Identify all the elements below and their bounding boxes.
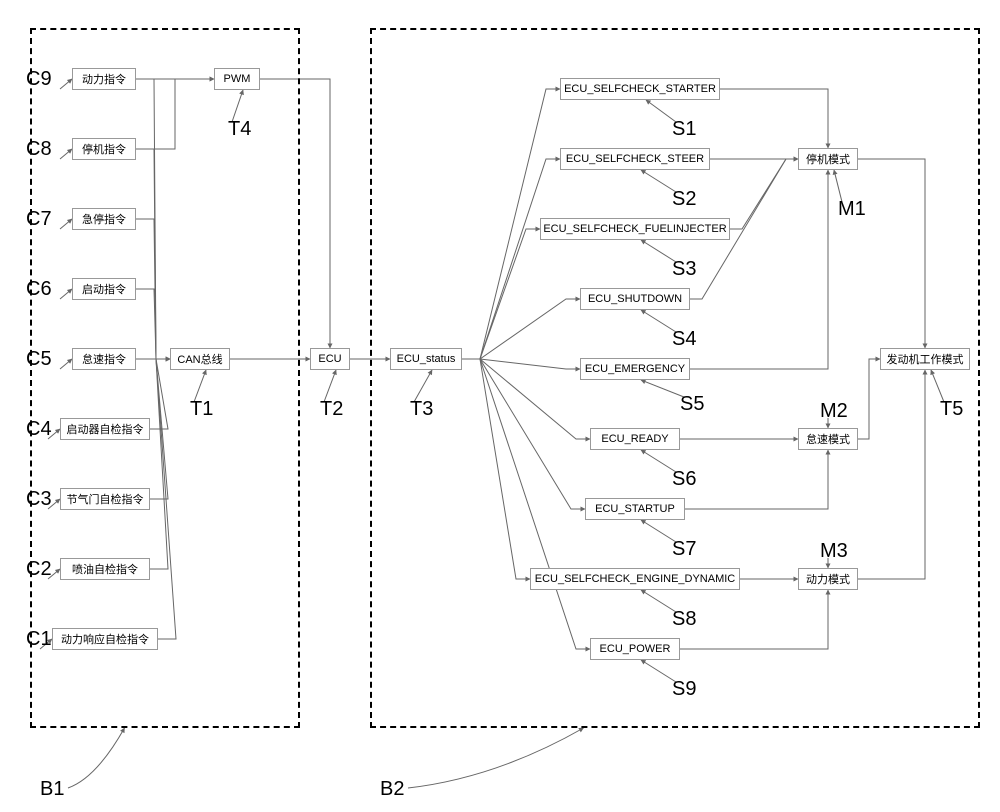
label-S5: S5: [680, 393, 704, 416]
label-C4: C4: [26, 418, 52, 441]
label-C1: C1: [26, 628, 52, 651]
label-S1: S1: [672, 118, 696, 141]
node-s7: ECU_STARTUP: [585, 498, 685, 520]
node-s6: ECU_READY: [590, 428, 680, 450]
node-m2: 怠速模式: [798, 428, 858, 450]
label-S7: S7: [672, 538, 696, 561]
node-c2: 喷油自检指令: [60, 558, 150, 580]
label-T5: T5: [940, 398, 963, 421]
node-s8: ECU_SELFCHECK_ENGINE_DYNAMIC: [530, 568, 740, 590]
label-C3: C3: [26, 488, 52, 511]
label-S9: S9: [672, 678, 696, 701]
node-pwm: PWM: [214, 68, 260, 90]
region-B1: [30, 28, 300, 728]
label-S8: S8: [672, 608, 696, 631]
label-T1: T1: [190, 398, 213, 421]
label-C2: C2: [26, 558, 52, 581]
node-c4: 启动器自检指令: [60, 418, 150, 440]
label-T3: T3: [410, 398, 433, 421]
node-c5: 怠速指令: [72, 348, 136, 370]
node-c6: 启动指令: [72, 278, 136, 300]
label-M3: M3: [820, 540, 848, 563]
label-S2: S2: [672, 188, 696, 211]
node-ecu_status: ECU_status: [390, 348, 462, 370]
label-B1: B1: [40, 778, 64, 801]
label-S4: S4: [672, 328, 696, 351]
label-C9: C9: [26, 68, 52, 91]
label-T2: T2: [320, 398, 343, 421]
node-s3: ECU_SELFCHECK_FUELINJECTER: [540, 218, 730, 240]
node-c9: 动力指令: [72, 68, 136, 90]
label-M1: M1: [838, 198, 866, 221]
label-T4: T4: [228, 118, 251, 141]
node-m1: 停机模式: [798, 148, 858, 170]
node-engmode: 发动机工作模式: [880, 348, 970, 370]
label-S6: S6: [672, 468, 696, 491]
node-s1: ECU_SELFCHECK_STARTER: [560, 78, 720, 100]
label-C6: C6: [26, 278, 52, 301]
node-s5: ECU_EMERGENCY: [580, 358, 690, 380]
node-s4: ECU_SHUTDOWN: [580, 288, 690, 310]
node-can: CAN总线: [170, 348, 230, 370]
node-m3: 动力模式: [798, 568, 858, 590]
label-M2: M2: [820, 400, 848, 423]
label-C8: C8: [26, 138, 52, 161]
node-c3: 节气门自检指令: [60, 488, 150, 510]
region-arrow-B1: [68, 728, 125, 788]
region-arrow-B2: [408, 728, 584, 788]
node-c1: 动力响应自检指令: [52, 628, 158, 650]
node-s2: ECU_SELFCHECK_STEER: [560, 148, 710, 170]
node-s9: ECU_POWER: [590, 638, 680, 660]
label-B2: B2: [380, 778, 404, 801]
node-ecu: ECU: [310, 348, 350, 370]
node-c8: 停机指令: [72, 138, 136, 160]
label-C5: C5: [26, 348, 52, 371]
label-C7: C7: [26, 208, 52, 231]
node-c7: 急停指令: [72, 208, 136, 230]
label-S3: S3: [672, 258, 696, 281]
